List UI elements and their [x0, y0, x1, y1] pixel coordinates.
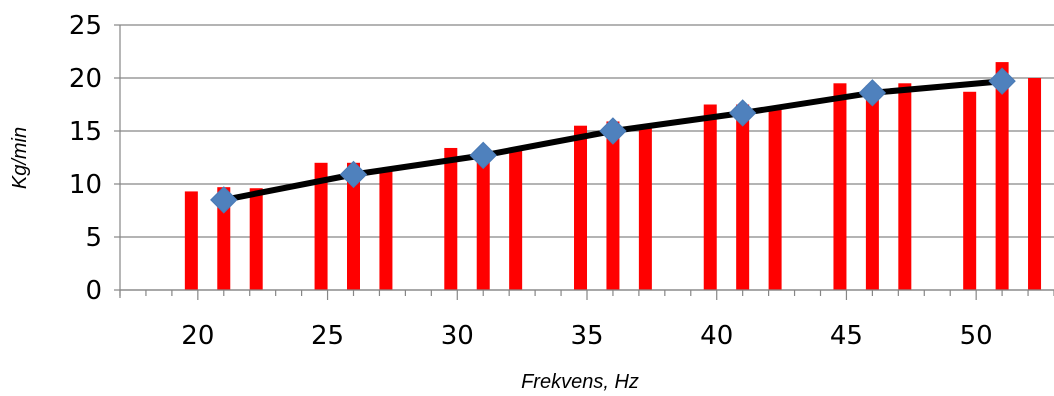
- x-tick-label: 40: [700, 321, 733, 351]
- line-marker: [339, 160, 368, 189]
- bar: [249, 188, 263, 290]
- y-tick-label: 5: [85, 223, 102, 253]
- x-tick-label: 20: [181, 321, 214, 351]
- bar: [347, 162, 360, 290]
- bar: [509, 149, 523, 290]
- bar: [736, 104, 750, 290]
- line-series: [210, 67, 1016, 214]
- line-marker: [469, 141, 497, 170]
- bar: [476, 152, 490, 290]
- bar: [314, 162, 328, 290]
- bar: [217, 187, 231, 290]
- y-tick-label: 0: [85, 276, 102, 306]
- y-tick-label: 20: [69, 64, 102, 94]
- bar: [606, 121, 620, 291]
- y-axis-title: Kg/min: [9, 127, 31, 189]
- x-tick-label: 45: [830, 321, 863, 351]
- x-tick-label: 30: [441, 321, 474, 351]
- bar: [1028, 78, 1042, 290]
- line-marker: [210, 186, 238, 214]
- bar-series: [184, 62, 1042, 291]
- bar: [898, 83, 912, 290]
- y-tick-labels: 0 5 10 15 20 25: [69, 11, 102, 306]
- bar: [379, 170, 393, 290]
- bar: [963, 91, 977, 290]
- line-marker: [599, 117, 627, 145]
- y-tick-label: 15: [69, 117, 102, 147]
- bar: [638, 127, 652, 290]
- bar: [574, 125, 588, 290]
- bar: [768, 109, 782, 290]
- y-tick-label: 25: [69, 11, 102, 41]
- y-tick-label: 10: [69, 170, 102, 200]
- bar: [833, 83, 847, 290]
- line-marker: [728, 99, 757, 127]
- bar: [184, 191, 198, 290]
- line-marker: [988, 67, 1016, 95]
- axes: [114, 24, 1054, 300]
- bar: [703, 104, 717, 290]
- x-axis-title: Frekvens, Hz: [521, 371, 639, 393]
- x-tick-label: 35: [570, 321, 603, 351]
- line-marker: [858, 79, 887, 107]
- x-tick-labels: 20 25 30 35 40 45 50: [181, 321, 992, 351]
- bar: [995, 62, 1009, 290]
- x-tick-label: 25: [311, 321, 344, 351]
- bar: [444, 147, 458, 290]
- bar: [865, 85, 879, 290]
- x-tick-label: 50: [960, 321, 993, 351]
